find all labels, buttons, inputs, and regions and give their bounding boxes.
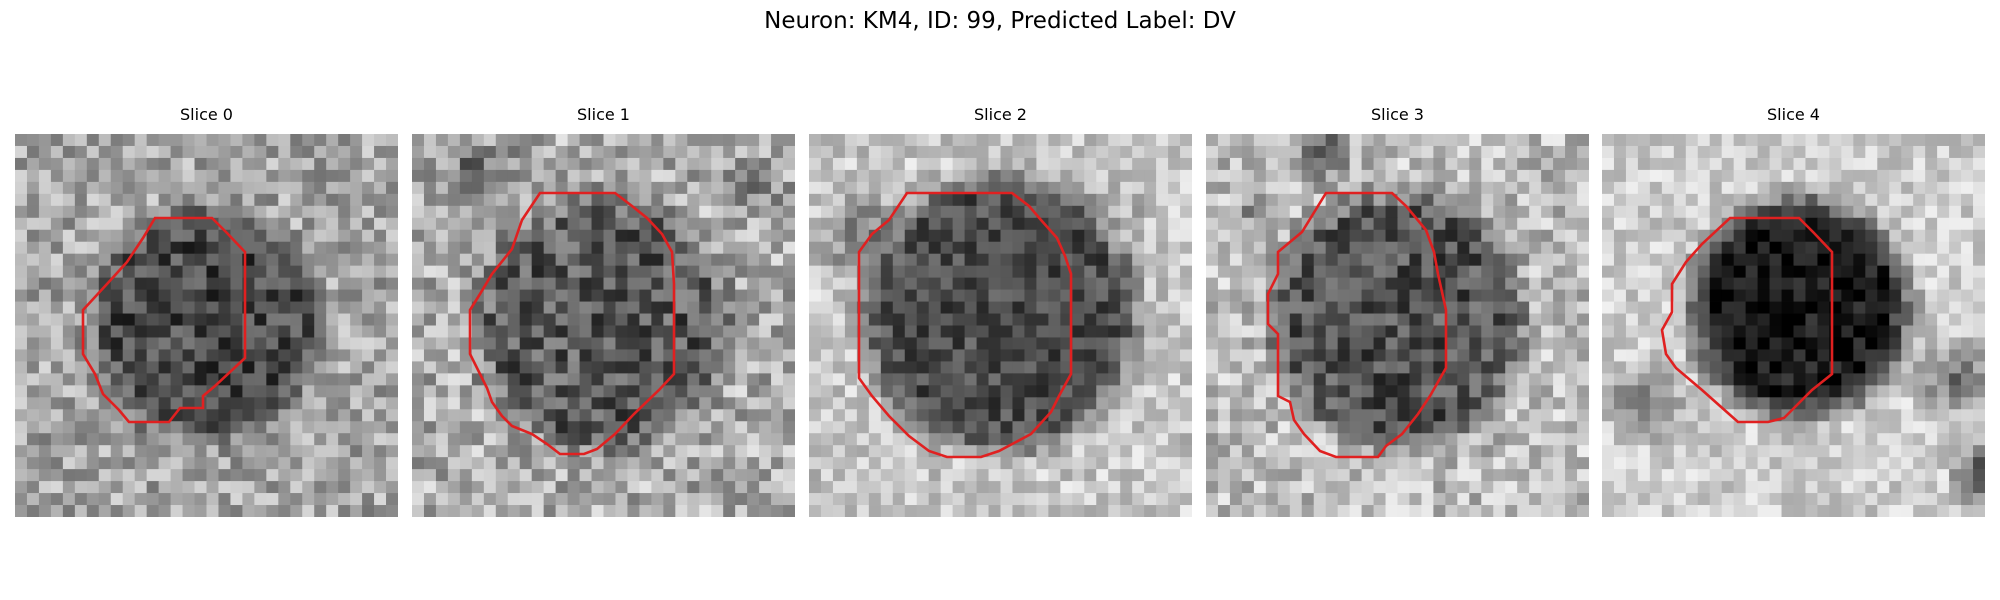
- figure-title: Neuron: KM4, ID: 99, Predicted Label: DV: [764, 8, 1236, 34]
- slice-title-0: Slice 0: [180, 105, 233, 124]
- slice-image-3: [1206, 134, 1589, 517]
- segmentation-contour: [1660, 216, 1834, 424]
- slice-title-1: Slice 1: [577, 105, 630, 124]
- slice-image-2: [809, 134, 1192, 517]
- slice-title-3: Slice 3: [1371, 105, 1424, 124]
- segmentation-contour: [81, 216, 247, 424]
- segmentation-contour: [1266, 191, 1448, 459]
- slice-image-0: [15, 134, 398, 517]
- segmentation-contour: [857, 191, 1073, 459]
- slice-title-2: Slice 2: [974, 105, 1027, 124]
- slice-title-4: Slice 4: [1767, 105, 1820, 124]
- slice-image-4: [1602, 134, 1985, 517]
- segmentation-contour: [468, 191, 676, 456]
- slice-image-1: [412, 134, 795, 517]
